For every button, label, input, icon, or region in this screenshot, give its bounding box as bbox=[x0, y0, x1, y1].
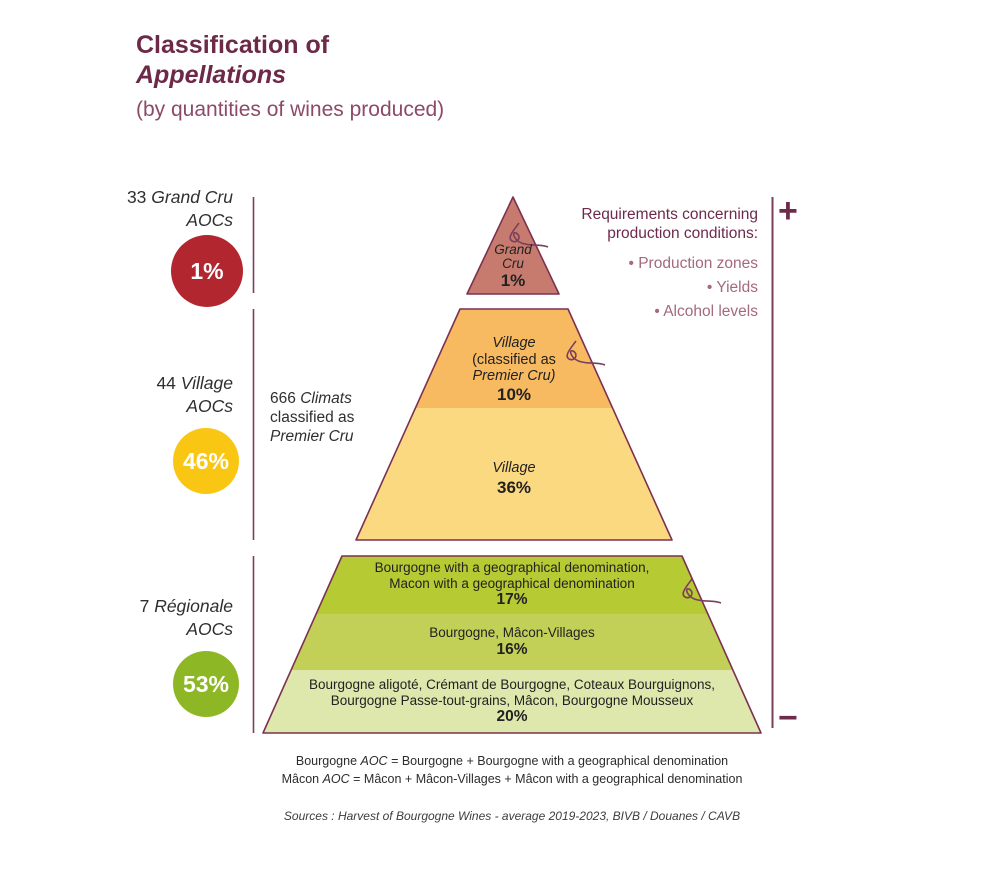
minus-sign: − bbox=[778, 699, 798, 737]
tier-label-line1: 33 Grand Cru bbox=[126, 187, 233, 207]
share-circle-grand-cru bbox=[171, 235, 243, 307]
segment-label-grand-cru: Grand Cru 1% bbox=[443, 242, 583, 291]
segment-label-premier-cru: Village (classified as Premier Cru) 10% bbox=[434, 335, 594, 405]
requirements-title-line2: production conditions: bbox=[607, 225, 758, 242]
segment-text: Cru bbox=[502, 256, 524, 271]
segment-label-geo-denomination: Bourgogne with a geographical denominati… bbox=[312, 560, 712, 609]
share-circle-village bbox=[173, 428, 239, 494]
tier-label-line1: 7 Régionale bbox=[139, 596, 233, 616]
tier-label-grand-cru: 33 Grand Cru AOCs bbox=[53, 186, 233, 232]
tier-label-village: 44 Village AOCs bbox=[53, 372, 233, 418]
squiggle-connector-regional bbox=[682, 578, 722, 604]
pyramid-segment-macon-villages bbox=[291, 614, 733, 670]
segment-label-macon-villages: Bourgogne, Mâcon-Villages 16% bbox=[312, 625, 712, 659]
share-value-village: 46% bbox=[182, 448, 230, 474]
pyramid-segment-regional-base bbox=[263, 670, 761, 733]
tier-label-line2: AOCs bbox=[186, 396, 233, 416]
page-title-line2: Appellations bbox=[136, 61, 287, 89]
source-note: Sources : Harvest of Bourgogne Wines - a… bbox=[283, 809, 741, 823]
segment-text: Bourgogne Passe-tout-grains, Mâcon, Bour… bbox=[330, 692, 694, 708]
page-title-line1: Classification of bbox=[136, 31, 330, 59]
segment-percent: 36% bbox=[496, 477, 532, 497]
climats-note-line1: 666 Climats bbox=[270, 390, 352, 407]
page-subtitle: (by quantities of wines produced) bbox=[136, 98, 445, 121]
segment-text: Premier Cru) bbox=[472, 368, 556, 384]
segment-text: Village bbox=[492, 460, 536, 476]
segment-percent: 1% bbox=[500, 271, 526, 290]
segment-text: Bourgogne, Mâcon-Villages bbox=[429, 625, 595, 640]
segment-text: (classified as bbox=[472, 351, 556, 368]
requirement-bullet-alcohol-levels: • Alcohol levels bbox=[654, 303, 758, 320]
footnote-macon: Mâcon AOC = Mâcon + Mâcon-Villages + Mâc… bbox=[281, 772, 743, 786]
climats-note: 666 Climats classified as Premier Cru bbox=[270, 389, 400, 446]
climats-note-line3: Premier Cru bbox=[270, 428, 354, 445]
plus-sign: + bbox=[778, 192, 798, 230]
requirements-panel: Requirements concerning production condi… bbox=[498, 205, 758, 324]
squiggle-connector-grand-cru bbox=[509, 222, 549, 248]
share-value-regional: 53% bbox=[182, 671, 230, 697]
pyramid-segment-premier-cru bbox=[415, 309, 613, 408]
segment-percent: 10% bbox=[496, 384, 532, 404]
segment-text: Village bbox=[492, 335, 536, 351]
tier-label-line2: AOCs bbox=[186, 210, 233, 230]
share-value-grand-cru: 1% bbox=[190, 258, 224, 284]
pyramid-bottom-outline bbox=[262, 555, 762, 734]
segment-text: Bourgogne with a geographical denominati… bbox=[374, 560, 650, 575]
tier-label-regional: 7 Régionale AOCs bbox=[53, 595, 233, 641]
requirement-bullet-yields: • Yields bbox=[706, 279, 758, 296]
climats-note-line2: classified as bbox=[270, 409, 355, 426]
requirements-title-line1: Requirements concerning bbox=[581, 206, 758, 223]
segment-label-regional-base: Bourgogne aligoté, Crémant de Bourgogne,… bbox=[264, 677, 760, 726]
tier-label-line1: 44 Village bbox=[156, 373, 233, 393]
pyramid-middle-outline bbox=[355, 308, 673, 541]
requirement-bullet-production-zones: • Production zones bbox=[628, 255, 758, 272]
footnotes: Bourgogne AOC = Bourgogne + Bourgogne wi… bbox=[206, 752, 818, 788]
segment-percent: 20% bbox=[496, 708, 528, 725]
segment-percent: 16% bbox=[496, 641, 528, 658]
share-circle-regional bbox=[173, 651, 239, 717]
segment-text: Grand bbox=[494, 242, 532, 257]
header: Classification of Appellations (by quant… bbox=[136, 30, 556, 123]
segment-text: Macon with a geographical denomination bbox=[389, 575, 635, 591]
tier-label-line2: AOCs bbox=[186, 619, 233, 639]
segment-label-village: Village 36% bbox=[434, 460, 594, 499]
footnote-bourgogne: Bourgogne AOC = Bourgogne + Bourgogne wi… bbox=[295, 754, 729, 768]
pyramid-segment-geo-denomination bbox=[316, 556, 708, 614]
segment-text: Bourgogne aligoté, Crémant de Bourgogne,… bbox=[308, 677, 716, 692]
squiggle-connector-premier-cru bbox=[566, 340, 606, 366]
segment-percent: 17% bbox=[496, 591, 528, 608]
